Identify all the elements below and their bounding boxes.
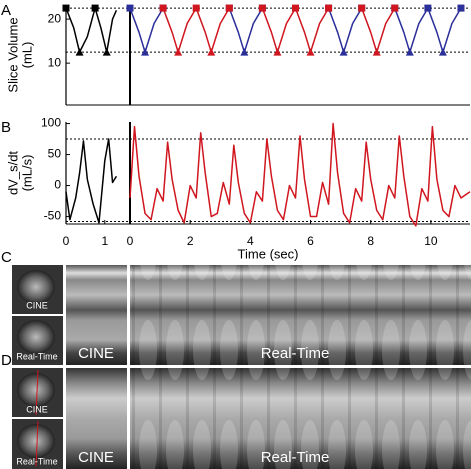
peak-marker <box>159 4 167 12</box>
data-line <box>65 7 118 53</box>
peak-marker <box>258 4 266 12</box>
panel-c: C CINE Real-Time CINE Real-Time <box>1 249 471 365</box>
trough-marker <box>102 48 111 56</box>
panel-d: D CINE Real-Time CINE Real-Time <box>1 352 471 469</box>
panel-label: C <box>1 249 12 266</box>
x-tick-label: 2 <box>187 234 194 248</box>
trough-marker <box>339 48 348 56</box>
trough-marker <box>207 48 216 56</box>
thumb-label: Real-Time <box>16 456 57 466</box>
peak-marker <box>457 4 465 12</box>
peak-marker <box>91 4 99 12</box>
peak-marker <box>225 4 233 12</box>
trough-marker <box>438 48 447 56</box>
trough-marker <box>372 48 381 56</box>
cine-strip <box>66 265 127 365</box>
trough-marker <box>240 48 249 56</box>
x-tick-label: 1 <box>101 234 108 248</box>
trough-marker <box>75 48 84 56</box>
y-tick-label: -50 <box>44 209 62 223</box>
trough-marker <box>174 48 183 56</box>
panel-label: D <box>1 352 12 369</box>
thumb-label: Real-Time <box>16 351 57 361</box>
peak-marker <box>62 4 70 12</box>
trough-marker <box>306 48 315 56</box>
thumb-label: CINE <box>26 404 48 414</box>
x-tick-label: 8 <box>367 234 374 248</box>
data-line <box>129 122 471 227</box>
peak-marker <box>391 4 399 12</box>
slice-line <box>35 369 39 416</box>
y-axis-label: (mL/s) <box>19 155 34 192</box>
y-axis-label: dV_s/dt <box>5 151 20 195</box>
data-line <box>162 7 396 53</box>
cine-strip <box>66 368 127 469</box>
strip-label: CINE <box>78 449 114 466</box>
x-tick-label: 4 <box>247 234 254 248</box>
peak-marker <box>192 4 200 12</box>
peak-marker <box>325 4 333 12</box>
strip-label: CINE <box>78 345 114 362</box>
peak-marker <box>358 4 366 12</box>
data-line <box>65 138 118 224</box>
peak-marker <box>424 4 432 12</box>
trough-marker <box>273 48 282 56</box>
heart-image <box>17 424 55 458</box>
peak-marker <box>291 4 299 12</box>
heart-image <box>17 320 55 354</box>
trough-marker <box>141 48 150 56</box>
thumb-label: CINE <box>26 300 48 310</box>
heart-image <box>17 373 55 407</box>
panel-label: A <box>1 2 11 19</box>
x-tick-label: 10 <box>424 234 438 248</box>
y-tick-label: 50 <box>48 147 62 161</box>
realtime-texture <box>130 265 471 365</box>
trough-marker <box>405 48 414 56</box>
realtime-texture <box>130 368 471 469</box>
peak-marker <box>126 4 134 12</box>
heart-image <box>17 270 55 304</box>
x-tick-label: 0 <box>63 234 70 248</box>
y-axis-label: Slice Volume <box>5 17 20 92</box>
slice-line <box>35 420 39 467</box>
x-tick-label: 6 <box>307 234 314 248</box>
x-tick-label: 0 <box>127 234 134 248</box>
x-axis-label: Time (sec) <box>238 246 299 261</box>
y-axis-label: (mL) <box>19 42 34 69</box>
y-tick-label: 20 <box>48 11 62 25</box>
strip-label: Real-Time <box>261 345 330 362</box>
y-tick-label: 10 <box>48 55 62 69</box>
strip-label: Real-Time <box>261 449 330 466</box>
y-tick-label: 100 <box>41 116 61 130</box>
y-tick-label: 0 <box>54 178 61 192</box>
panel-label: B <box>1 119 11 136</box>
